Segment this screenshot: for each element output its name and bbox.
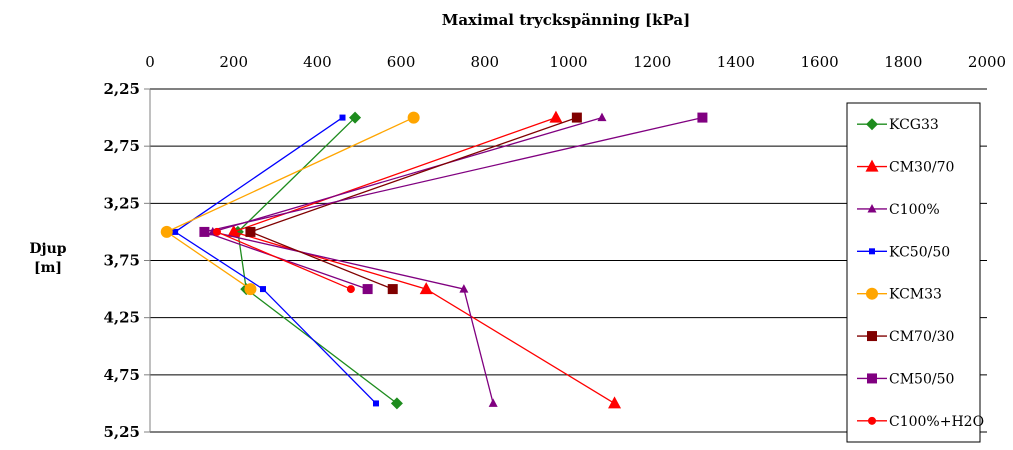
y-tick-label: 2,75 bbox=[103, 137, 140, 155]
x-tick-label: 1000 bbox=[549, 53, 587, 71]
legend-item: CM30/70 bbox=[857, 159, 954, 176]
data-point bbox=[372, 400, 379, 407]
y-tick-label: 3,25 bbox=[103, 194, 140, 212]
series-line bbox=[216, 231, 352, 290]
data-point bbox=[419, 282, 433, 295]
series-line bbox=[210, 116, 603, 404]
x-tick-label: 800 bbox=[470, 53, 499, 71]
legend-box bbox=[846, 102, 981, 443]
chart-title: Maximal tryckspänning [kPa] bbox=[442, 11, 691, 29]
x-tick-label: 1200 bbox=[633, 53, 671, 71]
data-point bbox=[199, 226, 210, 237]
legend-item: KCG33 bbox=[857, 117, 939, 133]
data-point bbox=[212, 227, 221, 236]
data-point bbox=[244, 283, 257, 296]
y-axis-label: Djup [m] bbox=[29, 241, 66, 276]
data-point bbox=[349, 111, 362, 124]
legend-label: C100% bbox=[889, 202, 940, 218]
data-point bbox=[407, 111, 420, 124]
y-tick-label: 4,75 bbox=[103, 366, 140, 384]
x-axis-ticks: 0 200 400 600 800 1000 1200 1400 1600 1800 2000 bbox=[145, 53, 1006, 71]
legend-item: CM50/50 bbox=[857, 371, 954, 387]
x-tick-label: 2000 bbox=[968, 53, 1006, 71]
x-tick-label: 1400 bbox=[717, 53, 755, 71]
x-tick-label: 0 bbox=[145, 53, 155, 71]
legend-item: KC50/50 bbox=[857, 244, 950, 260]
series bbox=[199, 112, 708, 295]
series bbox=[227, 110, 622, 409]
legend-label: CM70/30 bbox=[889, 329, 954, 345]
y-axis-label-line: [m] bbox=[34, 260, 62, 276]
data-point bbox=[866, 118, 878, 131]
data-point bbox=[346, 285, 355, 294]
legend-label: KCM33 bbox=[889, 287, 942, 303]
data-point bbox=[865, 159, 879, 172]
data-point bbox=[245, 226, 256, 237]
data-point bbox=[227, 224, 241, 237]
series-line bbox=[173, 117, 377, 404]
legend: KCG33 CM30/70 C100% KC50/50 KCM33 CM70/30 CM50… bbox=[846, 102, 984, 443]
data-point bbox=[172, 228, 179, 235]
data-point bbox=[459, 284, 469, 293]
series bbox=[245, 112, 582, 295]
legend-label: CM30/70 bbox=[889, 160, 954, 176]
data-point bbox=[697, 112, 708, 123]
legend-item: CM70/30 bbox=[857, 329, 954, 345]
x-tick-label: 400 bbox=[303, 53, 332, 71]
series-line bbox=[231, 116, 615, 404]
legend-item: C100%+H2O bbox=[857, 414, 984, 430]
data-point bbox=[362, 284, 373, 295]
y-tick-label: 4,25 bbox=[103, 309, 140, 327]
series bbox=[172, 114, 379, 407]
x-tick-label: 1800 bbox=[884, 53, 922, 71]
data-point bbox=[339, 114, 346, 121]
data-point bbox=[869, 248, 875, 255]
legend-item: KCM33 bbox=[857, 287, 942, 303]
y-tick-label: 3,75 bbox=[103, 252, 140, 270]
series-line bbox=[237, 117, 398, 404]
data-point bbox=[867, 203, 877, 213]
data-point bbox=[387, 284, 398, 295]
data-point bbox=[549, 110, 563, 123]
data-point bbox=[259, 286, 266, 293]
legend-label: KCG33 bbox=[889, 117, 939, 133]
legend-label: KC50/50 bbox=[889, 244, 950, 260]
data-point bbox=[867, 373, 877, 384]
data-point bbox=[868, 416, 876, 425]
x-tick-label: 200 bbox=[219, 53, 248, 71]
y-axis-label-line: Djup bbox=[29, 241, 66, 257]
data-point bbox=[866, 287, 878, 300]
legend-item: C100% bbox=[857, 202, 940, 218]
series bbox=[160, 111, 420, 296]
data-point bbox=[390, 397, 403, 410]
data-point bbox=[571, 112, 582, 123]
data-point bbox=[488, 398, 498, 407]
x-tick-label: 600 bbox=[387, 53, 416, 71]
y-tick-label: 5,25 bbox=[103, 423, 140, 441]
y-axis-ticks: 2,25 2,75 3,25 3,75 4,25 4,75 5,25 bbox=[103, 80, 140, 441]
data-point bbox=[160, 225, 173, 238]
data-point bbox=[608, 396, 622, 409]
series bbox=[212, 227, 355, 294]
data-point bbox=[597, 112, 607, 122]
data-point bbox=[867, 331, 877, 342]
legend-label: CM50/50 bbox=[889, 371, 954, 387]
x-tick-label: 1600 bbox=[801, 53, 839, 71]
series-layer bbox=[160, 110, 708, 410]
legend-label: C100%+H2O bbox=[889, 414, 984, 430]
y-tick-label: 2,25 bbox=[103, 80, 140, 98]
